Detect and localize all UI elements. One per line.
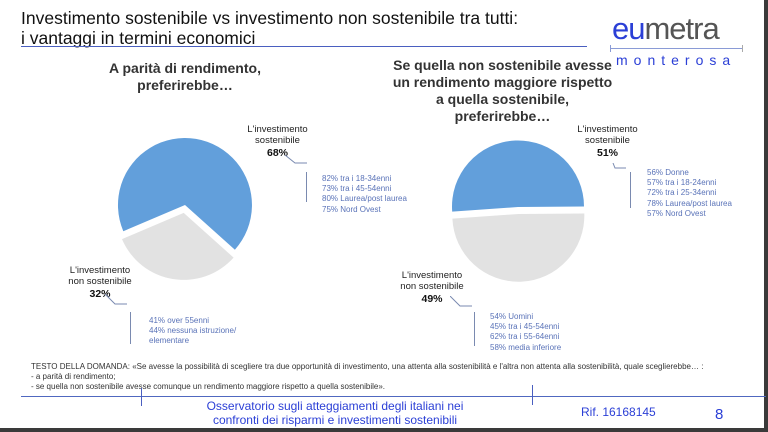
slide-frame-right [764, 0, 768, 432]
pie-slice-sustainable [452, 140, 584, 212]
left-chart-question: A parità di rendimento, preferirebbe… [109, 60, 261, 93]
title-line-1: Investimento sostenibile vs investimento… [21, 8, 519, 28]
right-chart-question: Se quella non sostenibile avesse un rend… [392, 57, 613, 124]
logo-tick [742, 45, 743, 52]
footer-rule [21, 396, 766, 397]
logo-subtitle: monterosa [616, 52, 737, 68]
left-nonsust-label: L'investimento non sostenibile 32% [68, 265, 132, 300]
right-nonsust-label: L'investimento non sostenibile 49% [400, 270, 464, 305]
left-nonsust-notes: 41% over 55enni 44% nessuna istruzione/ … [149, 316, 237, 345]
right-nonsust-note-bar [474, 312, 475, 346]
right-sust-notes: 56% Donne 57% tra i 18-24enni 72% tra i … [647, 168, 732, 218]
logo-wordmark: eumetra [612, 11, 720, 46]
right-pie-chart [452, 140, 585, 282]
right-sust-label: L'investimento sostenibile 51% [577, 124, 638, 159]
logo-tick [610, 45, 611, 52]
left-nonsust-leader [105, 294, 127, 305]
footer-study-title: Osservatorio sugli atteggiamenti degli i… [206, 399, 464, 427]
page-number: 8 [715, 406, 724, 423]
eumetra-logo: eumetra monterosa [608, 12, 748, 68]
slide-title: Investimento sostenibile vs investimento… [21, 8, 518, 48]
left-sust-label: L'investimento sostenibile 68% [247, 124, 308, 159]
pie-slice-sustainable [117, 138, 252, 250]
footer-divider [532, 385, 533, 405]
logo-rule [610, 48, 743, 49]
footer-reference: Rif. 16168145 [581, 405, 656, 419]
footer-divider [141, 388, 142, 406]
right-sust-leader [612, 163, 626, 169]
slide-frame-bottom [0, 428, 768, 432]
title-underline [21, 46, 587, 47]
pie-slice-non-sustainable [122, 212, 234, 280]
left-sust-leader [285, 155, 307, 164]
pie-slice-non-sustainable [452, 213, 585, 282]
question-text: TESTO DELLA DOMANDA: «Se avesse la possi… [31, 362, 704, 391]
right-sust-note-bar [630, 172, 631, 208]
title-line-2: i vantaggi in termini economici [21, 28, 256, 48]
right-nonsust-leader [450, 296, 472, 307]
right-nonsust-notes: 54% Uomini 45% tra i 45-54enni 62% tra i… [490, 312, 562, 352]
left-sust-note-bar [306, 172, 307, 202]
left-pie-chart [117, 138, 252, 280]
left-sust-notes: 82% tra i 18-34enni 73% tra i 45-54enni … [322, 174, 407, 214]
left-nonsust-note-bar [130, 312, 131, 344]
